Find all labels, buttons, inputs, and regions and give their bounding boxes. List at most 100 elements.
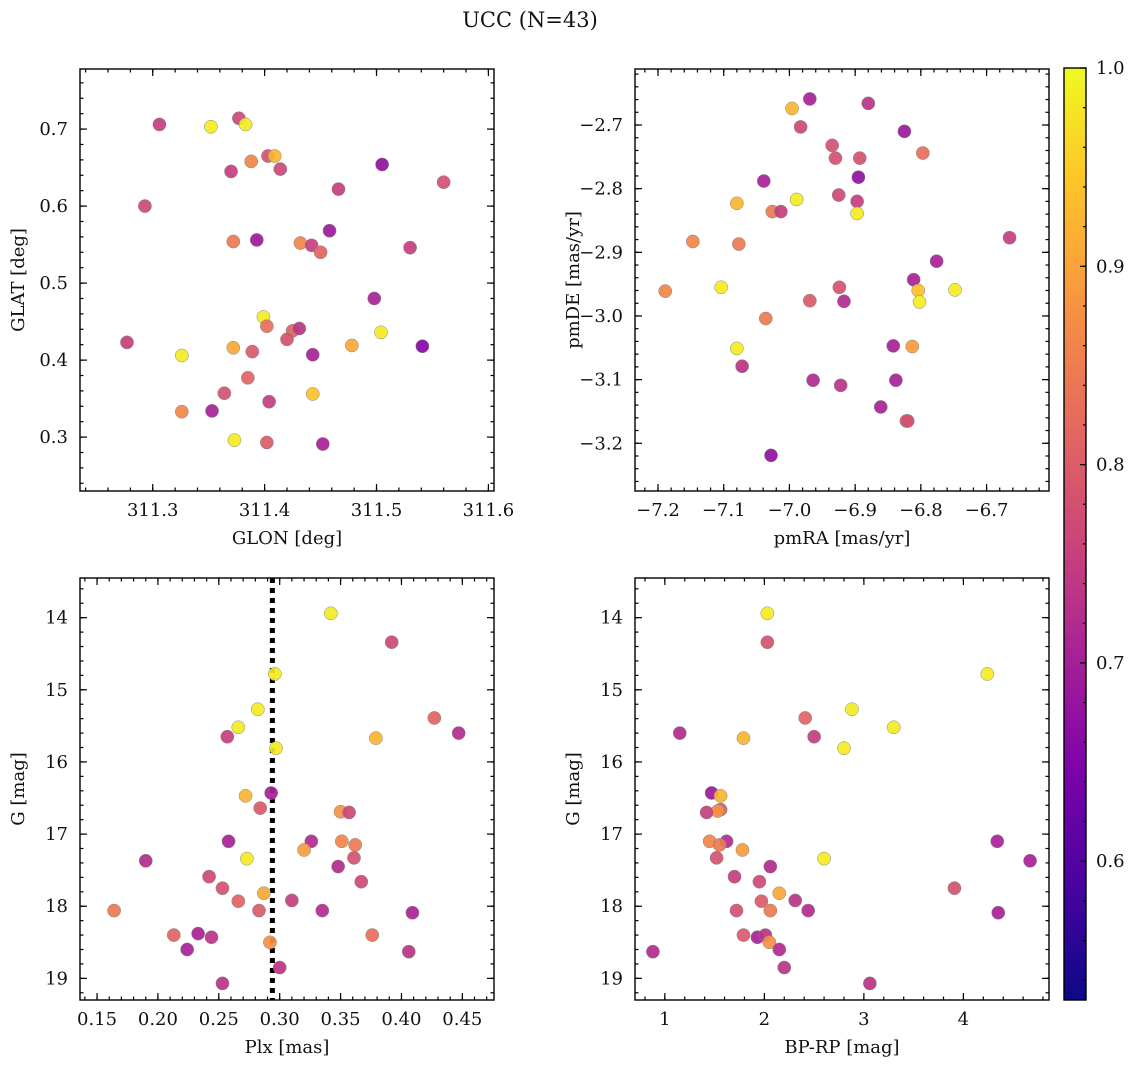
scatter-point	[224, 164, 238, 179]
scatter-point	[221, 834, 236, 849]
scatter-point	[202, 869, 216, 884]
scatter-point	[451, 726, 466, 740]
scatter-point	[850, 194, 864, 209]
scatter-point	[273, 162, 288, 176]
x-tick-label: 1	[659, 1009, 670, 1030]
panel-bprp-g: 1 2 3 4 14 15 16 17 18 19 BP-RP [mag] G [mag]	[563, 577, 1050, 1058]
scatter-point	[305, 347, 320, 362]
x-axis-label: BP-RP [mag]	[784, 1037, 899, 1058]
scatter-point	[215, 976, 230, 991]
scatter-point	[269, 741, 283, 756]
scatter-point	[253, 801, 268, 815]
scatter-point	[699, 805, 714, 820]
scatter-point	[257, 886, 271, 901]
panel-pmra-pmde: −7.2 −7.1 −7.0 −6.9 −6.8 −6.7 −3.2 −3.1 −3.0 −2.9…	[563, 68, 1050, 549]
x-tick-label: 3	[858, 1009, 869, 1030]
scatter-point	[345, 338, 359, 353]
scatter-point	[851, 170, 866, 185]
scatter-point	[267, 667, 282, 681]
scatter-point	[861, 96, 876, 111]
scatter-point	[793, 120, 808, 134]
y-axis-label: GLAT [deg]	[8, 228, 29, 332]
scatter-point	[837, 294, 851, 309]
x-tick-label: 311.3	[127, 500, 179, 521]
scatter-point	[832, 280, 847, 295]
y-tick-label: −2.9	[579, 242, 623, 263]
x-axis-label: GLON [deg]	[232, 528, 342, 549]
scatter-point	[401, 944, 416, 959]
scatter-point	[831, 188, 846, 202]
scatter-point	[415, 339, 430, 354]
scatter-point	[297, 843, 311, 857]
x-axis-label: Plx [mas]	[245, 1037, 330, 1058]
scatter-point	[730, 196, 744, 211]
scatter-point	[120, 335, 134, 350]
scatter-point	[758, 311, 773, 326]
scatter-point	[948, 283, 962, 297]
scatter-point	[138, 199, 152, 213]
scatter-point	[152, 117, 167, 132]
scatter-point	[384, 635, 399, 650]
y-tick-label: 18	[45, 896, 68, 917]
scatter-point	[405, 905, 420, 920]
figure-title: UCC (N=43)	[462, 8, 598, 32]
scatter-point	[260, 435, 274, 450]
x-tick-label: 0.25	[199, 1009, 239, 1030]
scatter-point	[249, 233, 264, 247]
colorbar-frame	[1063, 67, 1087, 1001]
scatter-point	[174, 348, 189, 363]
scatter-point	[180, 942, 195, 957]
scatter-point	[305, 387, 320, 401]
scatter-point	[227, 433, 242, 448]
scatter-point	[802, 293, 817, 308]
y-tick-label: 0.4	[39, 350, 68, 371]
scatter-point	[736, 731, 751, 745]
scatter-point	[754, 894, 769, 909]
scatter-point	[226, 340, 241, 355]
scatter-point	[365, 928, 380, 942]
scatter-point	[239, 851, 254, 866]
y-tick-label: 17	[600, 824, 623, 845]
scatter-point	[191, 926, 205, 941]
scatter-point	[714, 280, 728, 295]
scatter-point	[369, 731, 383, 745]
scatter-point	[231, 894, 246, 909]
scatter-point	[1023, 853, 1037, 868]
scatter-point	[272, 960, 287, 975]
scatter-point	[322, 223, 337, 238]
colorbar-tick-label: 0.7	[1096, 653, 1125, 674]
scatter-point	[897, 124, 912, 139]
scatter-point	[280, 332, 294, 347]
y-tick-label: −2.7	[579, 115, 623, 136]
scatter-point	[238, 789, 253, 803]
scatter-point	[980, 667, 995, 681]
y-tick-label: 15	[45, 680, 68, 701]
colorbar-tick-label: 0.6	[1096, 851, 1125, 872]
scatter-point	[374, 325, 388, 340]
scatter-point	[730, 341, 744, 356]
scatter-point	[900, 414, 915, 428]
scatter-point	[245, 344, 260, 359]
y-axis-label: G [mag]	[8, 752, 29, 825]
x-tick-label: 311.5	[351, 500, 403, 521]
scatter-point	[204, 930, 219, 945]
scatter-point	[331, 182, 346, 196]
scatter-point	[315, 903, 330, 918]
scatter-point	[789, 192, 804, 207]
x-tick-label: 2	[759, 1009, 770, 1030]
scatter-point	[713, 789, 728, 803]
x-tick-label: 0.20	[138, 1009, 178, 1030]
scatter-point	[850, 206, 864, 221]
scatter-point	[375, 157, 389, 172]
scatter-point	[817, 851, 831, 866]
colorbar: 0.6 0.7 0.8 0.9 1.0	[1063, 58, 1125, 1001]
plot-frame	[79, 68, 495, 492]
scatter-point	[947, 881, 962, 896]
scatter-point	[403, 240, 417, 255]
scatter-point	[260, 319, 274, 334]
scatter-point	[244, 154, 259, 169]
scatter-point	[267, 149, 282, 163]
scatter-point	[911, 283, 926, 298]
x-tick-label: 0.15	[77, 1009, 117, 1030]
scatter-point	[785, 101, 799, 116]
